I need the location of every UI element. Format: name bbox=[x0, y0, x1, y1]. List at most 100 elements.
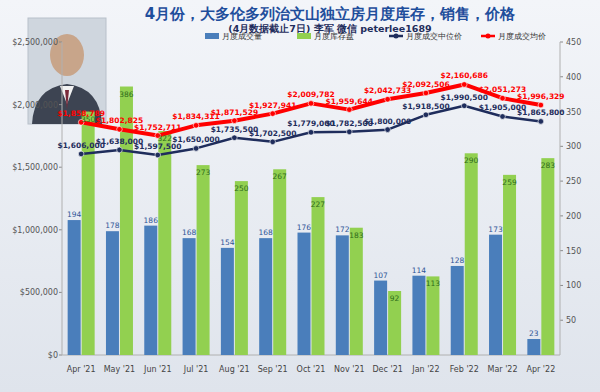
data-label: $2,160,686 bbox=[441, 71, 488, 80]
data-label: $1,800,000 bbox=[364, 117, 411, 126]
x-tick-label: Oct '21 bbox=[297, 365, 326, 374]
x-tick-label: Jul '21 bbox=[183, 365, 209, 374]
y2-tick-label: 400 bbox=[566, 73, 581, 82]
chart: 4月份，大多伦多列治文山独立房月度库存，销售，价格(4月数据截止7日) 李军 微… bbox=[0, 0, 600, 392]
data-label: 227 bbox=[311, 200, 326, 209]
legend-swatch bbox=[486, 34, 491, 39]
legend-label: 月度库存盘 bbox=[314, 32, 354, 41]
data-label: $1,865,800 bbox=[517, 108, 564, 117]
line-marker bbox=[385, 96, 391, 102]
y2-tick-label: 250 bbox=[566, 177, 581, 186]
bar bbox=[527, 339, 540, 355]
bar bbox=[374, 281, 387, 355]
legend-swatch bbox=[297, 33, 311, 39]
y-tick-label: $500,000 bbox=[20, 288, 58, 297]
data-label: 92 bbox=[390, 294, 400, 303]
plot-marks bbox=[68, 82, 555, 355]
data-label: 168 bbox=[259, 228, 274, 237]
data-label: 267 bbox=[273, 172, 288, 181]
line-marker bbox=[347, 107, 353, 113]
data-label: 186 bbox=[144, 216, 159, 225]
data-label: 283 bbox=[541, 161, 556, 170]
data-label: 273 bbox=[196, 168, 211, 177]
data-label: 173 bbox=[488, 225, 503, 234]
legend-swatch bbox=[205, 33, 219, 39]
y-tick-label: $2,000,000 bbox=[12, 101, 58, 110]
bar bbox=[350, 228, 363, 355]
data-label: 128 bbox=[450, 256, 465, 265]
data-label: $1,702,500 bbox=[249, 129, 296, 138]
line-marker bbox=[155, 152, 161, 158]
y2-tick-label: 450 bbox=[566, 38, 581, 47]
x-tick-label: Dec '21 bbox=[372, 365, 402, 374]
data-label: 194 bbox=[67, 210, 82, 219]
data-label: 250 bbox=[234, 184, 249, 193]
data-label: 114 bbox=[412, 266, 427, 275]
data-label: $1,996,329 bbox=[517, 92, 564, 101]
x-tick-label: Apr '22 bbox=[526, 365, 555, 374]
data-label: $1,650,000 bbox=[172, 135, 219, 144]
bar bbox=[489, 235, 502, 355]
x-tick-label: Feb '22 bbox=[450, 365, 479, 374]
bar bbox=[312, 197, 325, 355]
data-label: 172 bbox=[335, 225, 350, 234]
y-tick-label: $2,500,000 bbox=[12, 38, 58, 47]
line-marker bbox=[423, 90, 429, 96]
line-marker bbox=[232, 118, 238, 124]
bar bbox=[503, 175, 516, 355]
x-tick-label: Jan '22 bbox=[411, 365, 439, 374]
line-marker bbox=[461, 103, 467, 109]
bar bbox=[412, 276, 425, 355]
line-marker bbox=[193, 123, 199, 129]
y2-tick-label: 100 bbox=[566, 281, 581, 290]
bar bbox=[144, 226, 157, 355]
y2-tick-label: 350 bbox=[566, 108, 581, 117]
line-marker bbox=[78, 151, 84, 157]
y2-tick-label: 300 bbox=[566, 142, 581, 151]
line-marker bbox=[461, 82, 467, 88]
x-tick-label: May '21 bbox=[104, 365, 135, 374]
data-label: 176 bbox=[297, 223, 312, 232]
data-label: $1,918,500 bbox=[402, 102, 449, 111]
data-labels: 1941781861681541681761721071141281732335… bbox=[57, 71, 564, 338]
x-tick-label: Nov '21 bbox=[334, 365, 365, 374]
bar bbox=[259, 238, 272, 355]
y2-tick-label: 50 bbox=[566, 316, 576, 325]
data-label: 183 bbox=[349, 231, 364, 240]
y-tick-label: $0 bbox=[48, 351, 58, 360]
data-label: 259 bbox=[502, 178, 517, 187]
line-marker bbox=[270, 111, 276, 117]
bar bbox=[426, 276, 439, 355]
y-axis bbox=[62, 42, 63, 355]
bar bbox=[221, 248, 234, 355]
bar bbox=[183, 238, 196, 355]
line-marker bbox=[308, 101, 314, 107]
y2-axis bbox=[560, 42, 561, 355]
legend: 月度成交量月度库存盘月度成交中位价月度成交均价 bbox=[205, 32, 546, 41]
bar bbox=[465, 153, 478, 355]
line-marker bbox=[385, 127, 391, 133]
line-marker bbox=[500, 114, 506, 120]
bar bbox=[197, 165, 210, 355]
bar bbox=[68, 220, 81, 355]
bar bbox=[158, 131, 171, 355]
data-label: 386 bbox=[119, 90, 134, 99]
data-label: $1,959,644 bbox=[326, 97, 373, 106]
y-tick-label: $1,500,000 bbox=[12, 163, 58, 172]
bar bbox=[451, 266, 464, 355]
data-label: $1,752,711 bbox=[134, 123, 181, 132]
line bbox=[81, 84, 541, 135]
data-label: $1,927,941 bbox=[249, 101, 296, 110]
bar bbox=[106, 231, 119, 355]
x-axis bbox=[62, 355, 560, 356]
line-marker bbox=[270, 139, 276, 145]
line-marker bbox=[347, 129, 353, 135]
bar bbox=[541, 158, 554, 355]
x-tick-label: Jun '21 bbox=[143, 365, 171, 374]
legend-label: 月度成交量 bbox=[222, 32, 262, 41]
x-tick-label: Sep '21 bbox=[258, 365, 288, 374]
line-marker bbox=[538, 119, 544, 125]
data-label: 178 bbox=[105, 221, 120, 230]
bar bbox=[336, 235, 349, 355]
background bbox=[0, 0, 600, 392]
